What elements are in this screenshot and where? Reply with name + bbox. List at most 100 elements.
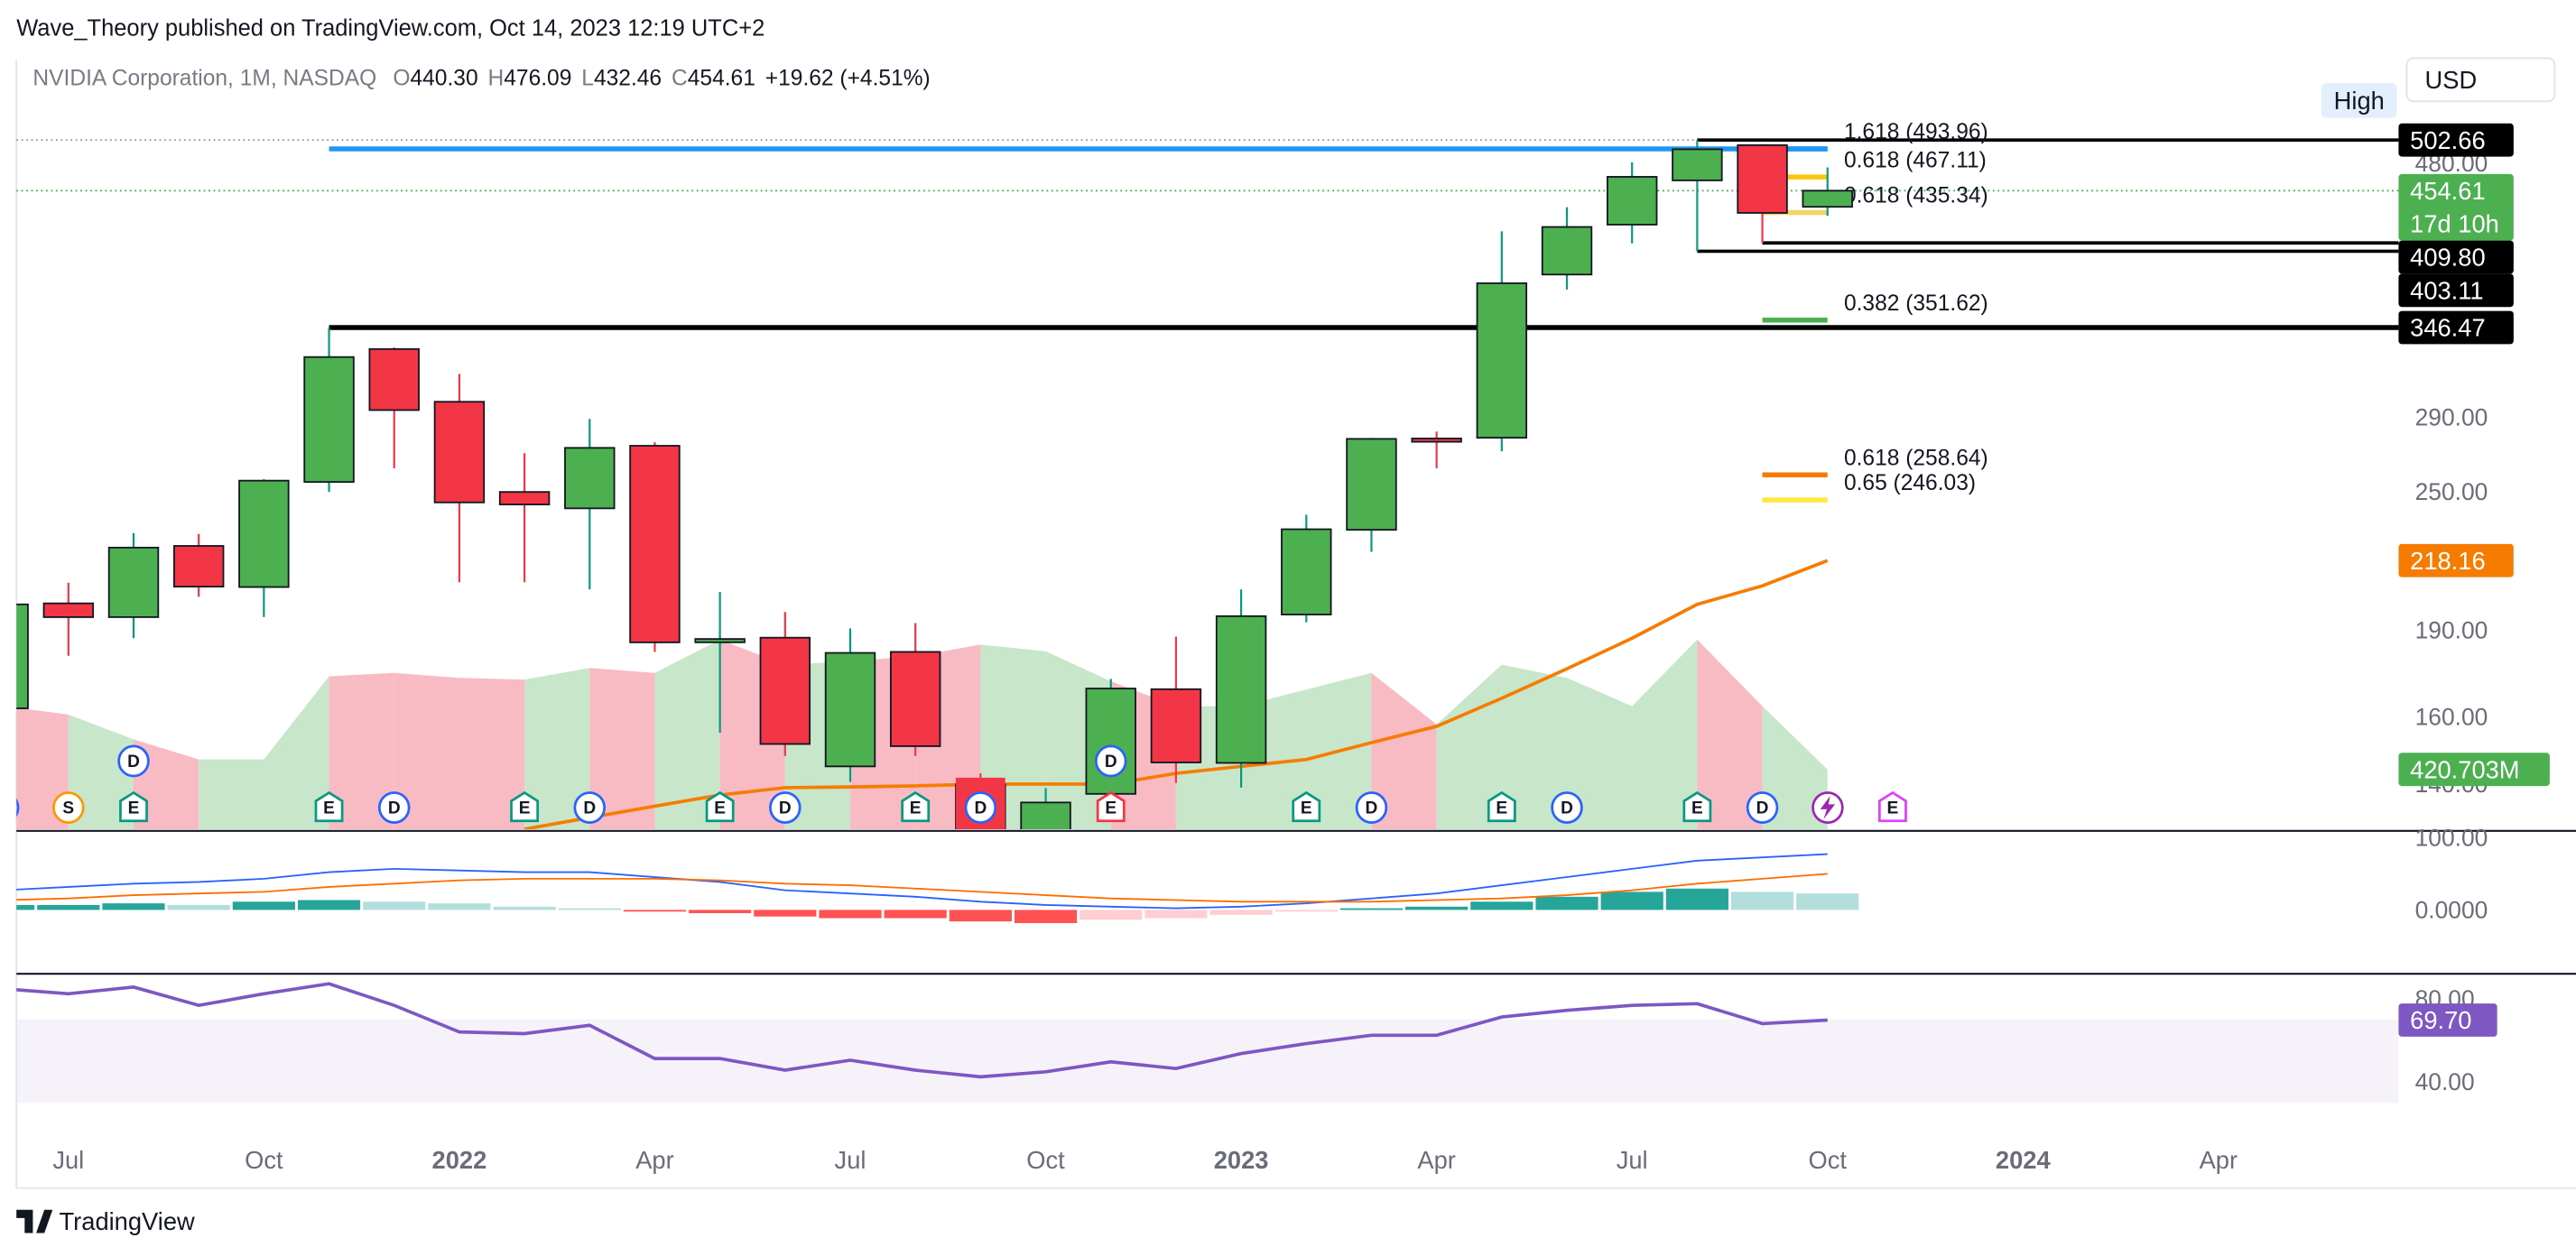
event-letter: E — [1691, 799, 1703, 818]
earnings-badge — [1096, 790, 1126, 823]
y-tick-label: 40.00 — [2415, 1068, 2475, 1095]
price-tags: 502.66 454.61 17d 10h 409.80 403.11 346.47 218… — [2398, 123, 2550, 1037]
event-badge — [769, 791, 802, 824]
tradingview-logo — [16, 1209, 53, 1233]
event-letter: D — [583, 799, 596, 818]
volume-area — [1501, 664, 1568, 829]
event-badge — [573, 791, 607, 824]
price-tag-label: 346.47 — [2410, 313, 2485, 341]
candle-body — [433, 401, 486, 504]
macd-histogram-bar — [1730, 892, 1794, 910]
price-tag-label: 454.61 — [2410, 177, 2485, 205]
macd-histogram-bar — [102, 903, 165, 910]
event-badge — [1094, 744, 1127, 778]
high-label: High — [2334, 87, 2385, 115]
macd-histogram-bar — [1405, 906, 1469, 910]
x-tick-label: Jul — [52, 1146, 84, 1174]
macd-histogram-bar — [1274, 910, 1338, 912]
event-letter: D — [1756, 799, 1769, 818]
macd-histogram-bar — [623, 910, 687, 912]
candle-body — [172, 545, 225, 588]
macd-histogram-bar — [232, 901, 295, 910]
macd-histogram-bar — [1339, 908, 1404, 910]
rsi-tag — [2398, 1003, 2497, 1037]
currency-button[interactable] — [2405, 57, 2556, 103]
x-tick-label: Jul — [1617, 1146, 1648, 1174]
earnings-badge — [1682, 790, 1712, 823]
y-tick-label: 0.0000 — [2415, 896, 2488, 923]
event-letter: E — [1887, 799, 1899, 818]
price-tag-label: 502.66 — [2410, 126, 2485, 154]
price-tag — [2398, 173, 2514, 241]
symbol-legend: NVIDIA Corporation, 1M, NASDAQ O440.30 H47… — [32, 66, 930, 90]
candle-body — [1281, 528, 1332, 615]
event-letter: D — [779, 799, 792, 818]
x-tick-label: Oct — [1809, 1146, 1848, 1174]
ohlc-value: 440.30 — [410, 66, 477, 90]
candle-body — [1476, 282, 1528, 439]
candle-body — [303, 356, 355, 484]
earnings-badge — [901, 790, 931, 823]
earnings-badge — [314, 790, 344, 823]
rsi-line — [16, 982, 1828, 1079]
ohlc-value: 476.09 — [504, 66, 571, 90]
earnings-badge — [1292, 790, 1321, 823]
earnings-badge — [119, 790, 148, 823]
fib-label: 0.382 (351.62) — [1844, 291, 1988, 316]
macd-pane — [16, 853, 1859, 923]
flash-icon — [1820, 796, 1836, 819]
y-tick-label: 250.00 — [2415, 478, 2488, 505]
event-badge — [117, 744, 150, 778]
fib-label: 0.618 (467.11) — [1844, 148, 1987, 172]
volume-area — [394, 672, 459, 829]
event-badge — [1551, 791, 1583, 824]
ohlc-key: O — [393, 66, 410, 90]
rsi-pane — [16, 982, 2399, 1103]
volume-area — [68, 714, 134, 829]
macd-histogram-bar — [689, 910, 752, 914]
volume-area — [1632, 639, 1698, 829]
macd-histogram-bar — [1209, 910, 1273, 915]
candle-body — [694, 638, 746, 643]
x-tick-label: Apr — [1417, 1146, 1455, 1174]
volume-area — [1371, 672, 1437, 829]
candle-body — [759, 636, 811, 745]
macd-histogram-bar — [819, 910, 882, 919]
x-tick-label: Oct — [1026, 1146, 1065, 1174]
macd-histogram-bar — [558, 908, 621, 910]
candle-body — [1150, 688, 1202, 763]
volume-tag — [2398, 753, 2550, 787]
y-tick-label: 290.00 — [2415, 403, 2488, 430]
y-tick-label: 160.00 — [2415, 703, 2488, 730]
event-letter: E — [323, 799, 335, 818]
x-tick-label: Apr — [2200, 1146, 2238, 1174]
event-badge — [1746, 791, 1779, 824]
candle-body — [42, 602, 95, 618]
volume-area — [524, 668, 590, 829]
ohlc-key: L — [581, 66, 594, 90]
volume-area — [1697, 639, 1763, 829]
x-tick-label: 2023 — [1214, 1146, 1269, 1174]
candle-body — [107, 546, 160, 618]
currency-label[interactable]: USD — [2425, 66, 2478, 94]
event-letter: S — [62, 799, 74, 818]
macd-histogram-bar — [167, 904, 230, 910]
macd-histogram-bar — [1600, 892, 1663, 910]
event-badge — [52, 791, 85, 824]
ohlc-value: 432.46 — [594, 66, 662, 90]
volume-area — [134, 739, 199, 829]
ohlc-value: 454.61 — [688, 66, 755, 90]
high-badge — [2321, 83, 2397, 118]
price-tag — [2398, 123, 2514, 157]
price-tag-label: 403.11 — [2410, 276, 2483, 304]
candle-body — [564, 447, 616, 510]
fib-label: 0.618 (435.34) — [1844, 184, 1988, 208]
candle-body — [16, 603, 29, 709]
event-badge — [964, 791, 997, 824]
macd-histogram-bar — [493, 906, 556, 910]
macd-histogram-bar — [428, 903, 491, 910]
candle-body — [1346, 438, 1397, 531]
macd-histogram-bar — [1796, 893, 1859, 910]
